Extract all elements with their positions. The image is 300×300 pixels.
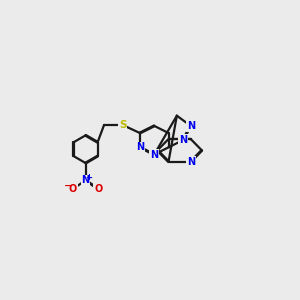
Text: N: N [150,149,158,160]
Text: −: − [64,181,74,191]
Text: O: O [94,184,102,194]
Text: N: N [179,135,187,145]
Text: N: N [136,142,144,152]
Text: S: S [119,120,126,130]
Text: N: N [187,121,195,131]
Text: N: N [82,176,90,185]
Text: N: N [187,157,195,167]
Text: O: O [69,184,77,194]
Text: +: + [85,173,92,182]
